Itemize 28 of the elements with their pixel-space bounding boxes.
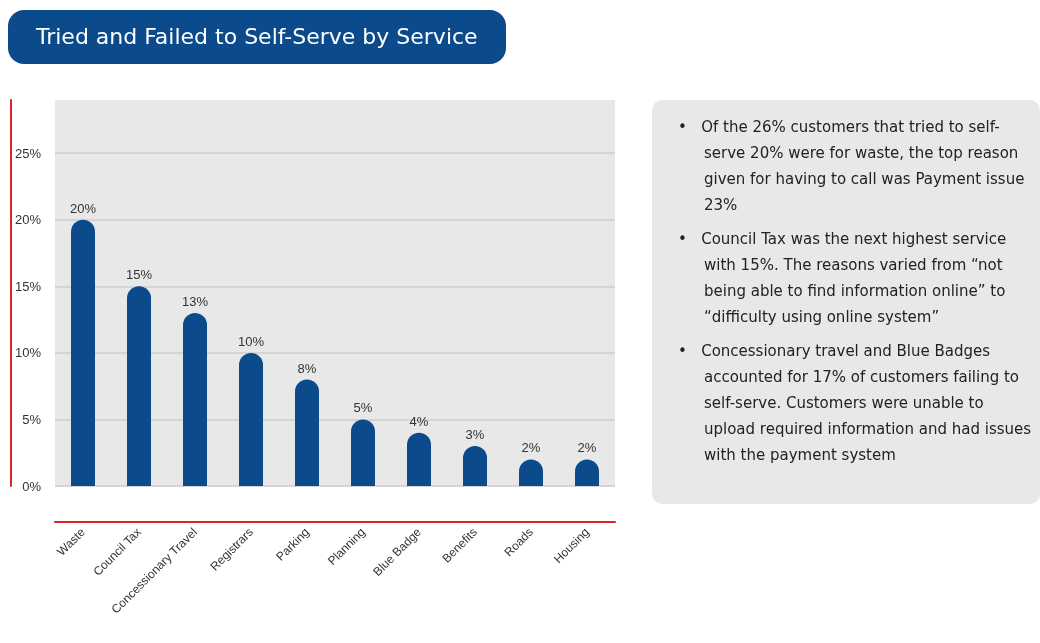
bar [295,379,319,486]
text: • Concessionary travel and Blue Badges accounted for 17% of customers failing to self-serve. Customers were unable to upload required information and had issues with the payment system [678,341,1032,466]
data-label: 5% [353,400,373,416]
data-label: 3% [465,427,485,443]
bar [71,219,95,486]
bar [407,432,431,486]
bar [239,352,263,486]
text: • Of the 26% customers that tried to self-serve 20% were for waste, the top reason given for having to call was Payment issue 23% [678,117,1026,216]
data-label: 15% [125,267,153,283]
y-tick-label: 10% [14,345,42,361]
data-label: 2% [521,440,541,456]
y-tick-label: 0% [22,478,42,494]
bar [183,312,207,486]
bar [463,446,487,486]
data-label: 2% [577,440,597,456]
chart-title: Tried and Failed to Self-Serve by Service [8,10,506,64]
data-label: 10% [237,333,265,349]
y-tick-label: 5% [22,411,42,427]
y-tick-label: 20% [14,212,42,228]
y-tick-label: 25% [14,145,42,161]
data-label: 8% [297,360,317,376]
bar [127,286,151,486]
bar [351,419,375,486]
y-tick-label: 15% [14,278,42,294]
data-label: 4% [409,413,429,429]
data-label: 20% [69,200,97,216]
text: • Council Tax was the next highest service with 15%. The reasons varied from “not being able to find information online” to “difficulty using online system” [678,229,1008,328]
data-label: 13% [181,293,209,309]
